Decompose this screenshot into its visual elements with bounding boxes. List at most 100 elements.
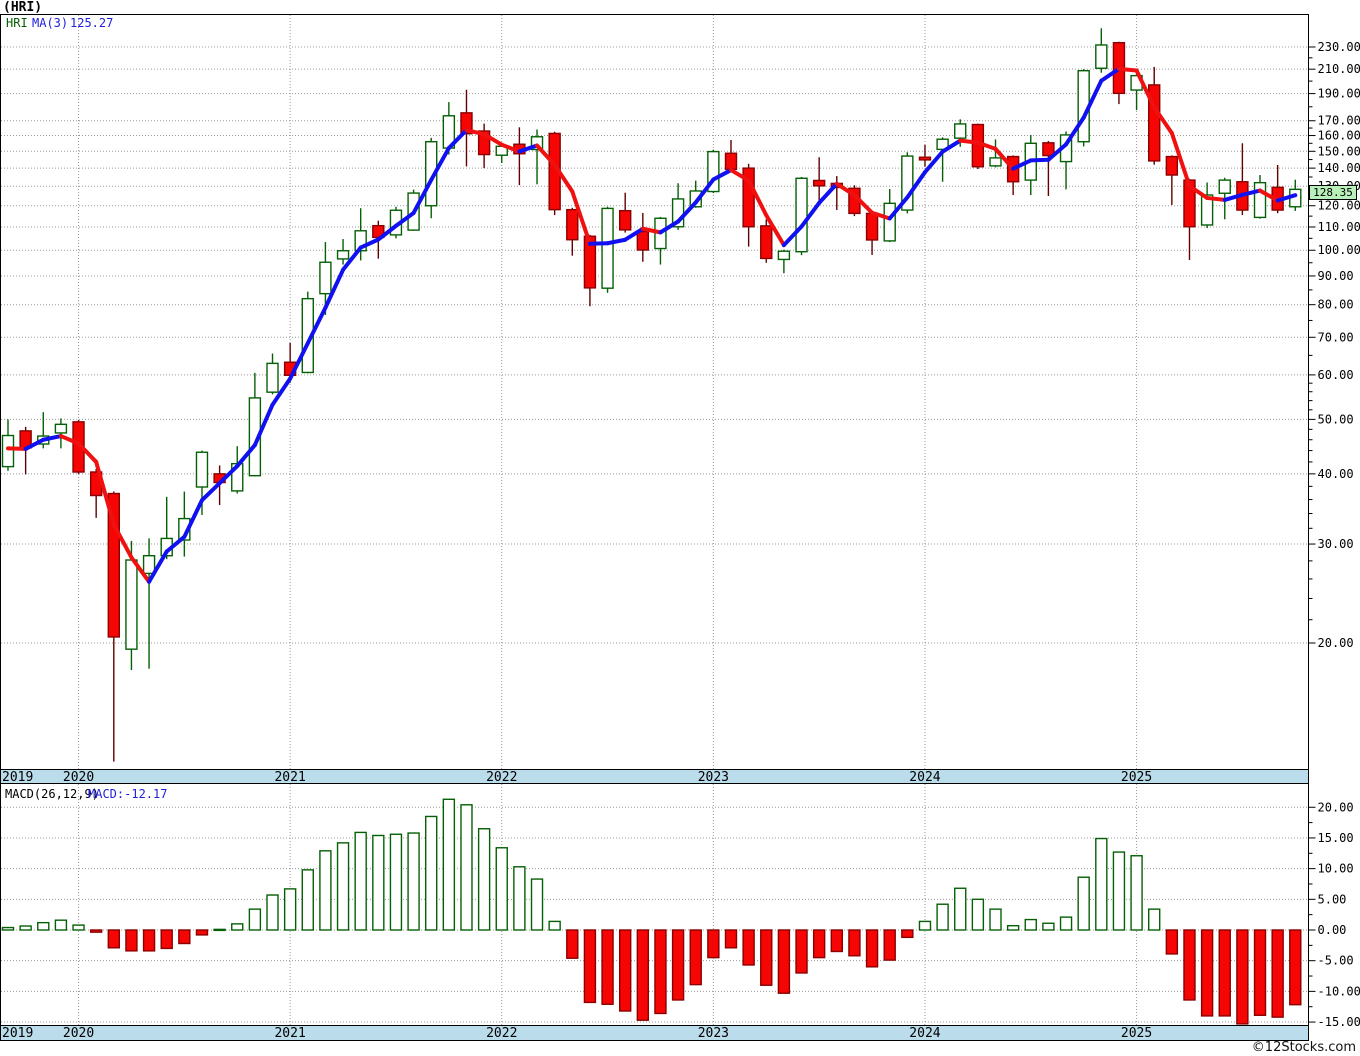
ma-line-segment (1152, 105, 1174, 136)
macd-bar (1200, 929, 1214, 1017)
ma-line-segment (482, 132, 504, 147)
ma-line-segment (870, 210, 892, 221)
macd-bar (989, 908, 1002, 931)
macd-legend-value: MACD:-12.17 (88, 787, 168, 801)
price-axis-label: 190.00 (1318, 87, 1360, 101)
macd-bar (89, 929, 103, 933)
macd-bar (1130, 855, 1143, 931)
price-axis-label: 210.00 (1318, 62, 1360, 76)
ma-line-segment (711, 168, 733, 182)
x-axis-strip-top (0, 769, 1309, 784)
candle-body (460, 112, 473, 135)
candle-body (107, 492, 121, 638)
ma-line-segment (834, 181, 857, 198)
candle-body (601, 207, 614, 289)
macd-bar (442, 798, 456, 931)
ma-line-segment (517, 143, 540, 154)
macd-bar (1112, 851, 1126, 931)
macd-bar (19, 925, 32, 931)
price-axis-label: 150.00 (1318, 144, 1360, 158)
macd-bar (636, 929, 650, 1021)
year-label: 2024 (909, 1026, 940, 1041)
ma-line-segment (1081, 78, 1104, 120)
macd-bar (160, 929, 173, 950)
macd-bar (178, 929, 191, 945)
candle-body (1042, 142, 1055, 157)
price-axis-label: 50.00 (1318, 412, 1354, 426)
macd-bar (372, 834, 385, 931)
macd-legend-name: MACD(26,12,9) (5, 787, 99, 801)
year-label: 2024 (909, 770, 940, 785)
macd-bar (266, 894, 279, 931)
ma-line-segment (358, 237, 381, 250)
candle-body (812, 179, 826, 187)
macd-bar (865, 929, 879, 968)
candle-body (266, 362, 279, 393)
macd-bar (954, 887, 967, 931)
x-axis-strip-bottom (0, 1025, 1309, 1041)
ma-line-segment (41, 434, 63, 442)
macd-axis-label: -15.00 (1318, 1015, 1360, 1029)
ma-line-segment (6, 446, 28, 451)
ma-line-segment (535, 143, 557, 167)
candle-body (566, 208, 579, 241)
candle-body (883, 202, 896, 242)
candle-body (1165, 155, 1179, 176)
macd-bar (618, 929, 632, 1012)
candle-body (724, 152, 738, 171)
candle-body (1253, 181, 1267, 219)
year-label: 2021 (274, 1026, 305, 1041)
macd-bar (1183, 929, 1196, 1001)
ma-line-segment (429, 146, 451, 182)
macd-bar (513, 866, 526, 931)
macd-bar (936, 903, 949, 931)
macd-bar (1271, 929, 1284, 1018)
ma-line-segment (1116, 66, 1139, 73)
macd-bar (795, 929, 808, 974)
ma-line-segment (764, 213, 786, 248)
ma-line-segment (887, 195, 910, 221)
ma-line-segment (1258, 188, 1280, 203)
ma-line-segment (1099, 66, 1121, 83)
ma-line-segment (693, 177, 716, 205)
ma-line-segment (623, 226, 645, 242)
candle-body (954, 123, 967, 139)
ma-line-segment (446, 128, 469, 151)
macd-bar (231, 923, 244, 931)
ma-line-segment (570, 189, 592, 246)
macd-bar (654, 929, 667, 1015)
ma-line-segment (199, 481, 222, 503)
candle-body (901, 155, 914, 211)
macd-bar (724, 929, 738, 949)
macd-axis-label: 5.00 (1318, 892, 1347, 906)
ma-line-segment (852, 193, 875, 215)
macd-bar (1253, 929, 1267, 1017)
legend-ma-value: 125.27 (70, 16, 114, 30)
ma-line-segment (1275, 193, 1298, 203)
last-price-badge: 128.35 (1309, 185, 1357, 200)
price-axis-label: 90.00 (1318, 269, 1354, 283)
macd-bar (407, 832, 420, 931)
candle-body (689, 190, 702, 208)
macd-bar (566, 929, 579, 959)
ma-line-segment (975, 140, 998, 151)
ma-line-segment (270, 376, 293, 407)
price-axis-label: 40.00 (1318, 467, 1354, 481)
ma-line-segment (235, 443, 257, 469)
macd-bar (777, 929, 791, 994)
candle-body (618, 209, 632, 231)
candle-body (777, 250, 791, 261)
macd-bar (125, 929, 138, 952)
macd-bar (107, 929, 121, 949)
price-axis-label: 160.00 (1318, 129, 1360, 143)
macd-bar (883, 929, 896, 961)
macd-bar (1024, 918, 1037, 931)
candle-body (795, 177, 808, 253)
price-axis-label: 100.00 (1318, 243, 1360, 257)
candle-body (1218, 179, 1231, 194)
ma-line-segment (922, 149, 945, 175)
ma-line-segment (252, 402, 275, 448)
ma-line-segment (817, 181, 839, 205)
